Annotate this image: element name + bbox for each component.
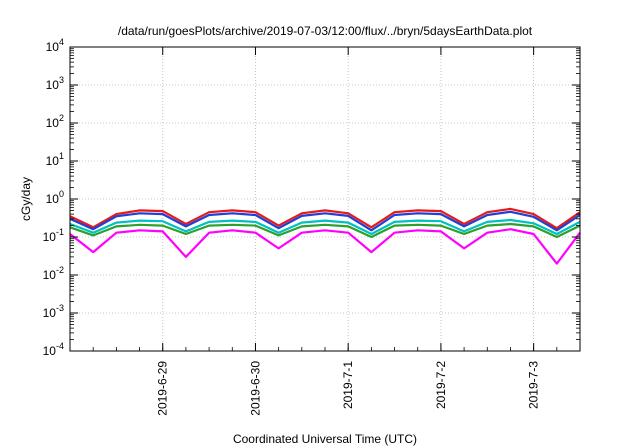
y-tick-label: 10-2 xyxy=(43,265,64,282)
x-tick-label: 2019-7-3 xyxy=(527,361,541,409)
y-tick-label: 10-1 xyxy=(43,227,64,244)
x-tick-label: 2019-7-1 xyxy=(341,361,355,409)
series-line-5 xyxy=(69,228,581,265)
series-line-4 xyxy=(69,222,581,239)
series-line-2 xyxy=(69,210,581,232)
x-tick-label: 2019-7-2 xyxy=(434,361,448,409)
y-tick-label: 10-3 xyxy=(43,303,64,320)
y-tick-label: 102 xyxy=(46,113,64,130)
y-tick-label: 101 xyxy=(46,151,64,168)
x-tick-label: 2019-6-29 xyxy=(156,361,170,416)
y-tick-label: 103 xyxy=(46,75,64,92)
axes: 10-4 10-3 10-2 10-1 100 101 102 103 104 2019-6-29… xyxy=(43,37,581,416)
series-line-3 xyxy=(69,218,581,236)
series-line-1 xyxy=(69,207,581,230)
x-axis-label: Coordinated Universal Time (UTC) xyxy=(233,432,417,446)
y-tick-label: 10-4 xyxy=(43,341,64,358)
series-layer xyxy=(69,207,581,265)
grid xyxy=(70,46,580,352)
chart-title: /data/run/goesPlots/archive/2019-07-03/1… xyxy=(118,24,533,38)
x-tick-label: 2019-6-30 xyxy=(248,361,262,416)
y-axis-label: cGy/day xyxy=(19,177,33,221)
y-tick-label: 104 xyxy=(46,37,64,54)
y-tick-label: 100 xyxy=(46,189,64,206)
